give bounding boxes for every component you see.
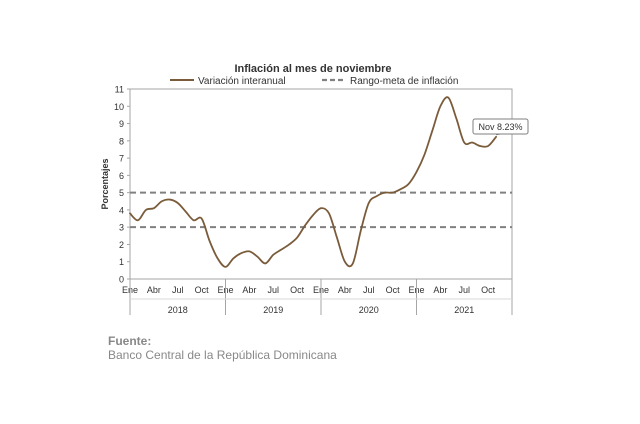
x-tick-label: Abr bbox=[147, 285, 161, 295]
data-point bbox=[265, 263, 266, 264]
data-point bbox=[336, 237, 337, 238]
data-point bbox=[472, 142, 473, 143]
data-point bbox=[424, 154, 425, 155]
y-tick-label: 6 bbox=[119, 171, 124, 181]
data-point bbox=[209, 240, 210, 241]
callout-box bbox=[472, 118, 529, 135]
data-point bbox=[281, 249, 282, 250]
y-tick-label: 2 bbox=[119, 240, 124, 250]
x-tick-label: Jul bbox=[458, 285, 470, 295]
y-tick-label: 7 bbox=[119, 154, 124, 164]
data-point bbox=[440, 106, 441, 107]
data-point bbox=[129, 213, 130, 214]
x-tick-label: Abr bbox=[242, 285, 256, 295]
data-point bbox=[495, 136, 496, 137]
y-tick-label: 8 bbox=[119, 136, 124, 146]
plot-area bbox=[129, 88, 513, 280]
data-point bbox=[464, 142, 465, 143]
data-point bbox=[177, 202, 178, 203]
data-point bbox=[169, 199, 170, 200]
data-point bbox=[249, 251, 250, 252]
data-point bbox=[392, 192, 393, 193]
data-point bbox=[408, 183, 409, 184]
y-tick-label: 10 bbox=[114, 102, 124, 112]
x-tick-label: Oct bbox=[481, 285, 496, 295]
data-point bbox=[400, 189, 401, 190]
data-point bbox=[137, 220, 138, 221]
y-tick-label: 11 bbox=[115, 85, 124, 95]
data-point bbox=[368, 202, 369, 203]
data-point bbox=[217, 258, 218, 259]
data-point bbox=[376, 195, 377, 196]
data-point bbox=[289, 244, 290, 245]
data-point bbox=[273, 254, 274, 255]
y-tick-label: 0 bbox=[119, 275, 124, 285]
chart-figure: Inflación al mes de noviembre Variación i… bbox=[100, 63, 529, 315]
data-point bbox=[432, 130, 433, 131]
data-point bbox=[161, 201, 162, 202]
data-point bbox=[344, 261, 345, 262]
data-point bbox=[328, 213, 329, 214]
y-tick-label: 4 bbox=[119, 205, 124, 215]
data-point bbox=[456, 118, 457, 119]
x-tick-label: Jul bbox=[267, 285, 279, 295]
data-point bbox=[416, 171, 417, 172]
x-year-label: 2021 bbox=[454, 305, 474, 315]
callout-label: Nov 8.23% bbox=[478, 122, 522, 132]
data-point bbox=[241, 252, 242, 253]
data-point bbox=[297, 237, 298, 238]
data-point bbox=[360, 230, 361, 231]
series-line-variacion bbox=[129, 96, 497, 268]
data-point bbox=[352, 263, 353, 264]
data-point bbox=[448, 97, 449, 98]
data-point bbox=[233, 258, 234, 259]
data-point bbox=[201, 218, 202, 219]
x-tick-label: Oct bbox=[195, 285, 210, 295]
data-point bbox=[225, 266, 226, 267]
x-tick-label: Oct bbox=[386, 285, 401, 295]
data-point bbox=[153, 208, 154, 209]
chart-title: Inflación al mes de noviembre bbox=[234, 63, 391, 75]
data-point bbox=[312, 214, 313, 215]
y-tick-label: 5 bbox=[119, 188, 124, 198]
x-tick-label: Oct bbox=[290, 285, 305, 295]
x-year-label: 2020 bbox=[359, 305, 379, 315]
source-text: Banco Central de la República Dominicana bbox=[108, 348, 337, 362]
x-tick-label: Jul bbox=[363, 285, 375, 295]
x-year-label: 2019 bbox=[263, 305, 283, 315]
data-point bbox=[185, 211, 186, 212]
data-point bbox=[488, 145, 489, 146]
data-point bbox=[480, 145, 481, 146]
x-year-label: 2018 bbox=[168, 305, 188, 315]
source-label: Fuente: bbox=[108, 334, 152, 348]
data-point bbox=[320, 208, 321, 209]
data-point bbox=[384, 192, 385, 193]
legend-label-rango: Rango-meta de inflación bbox=[350, 76, 458, 87]
y-tick-label: 3 bbox=[119, 223, 124, 233]
y-tick-label: 9 bbox=[119, 119, 124, 129]
legend-label-variacion: Variación interanual bbox=[198, 76, 286, 87]
x-tick-label: Abr bbox=[338, 285, 352, 295]
y-tick-label: 1 bbox=[119, 257, 124, 267]
x-tick-label: Abr bbox=[433, 285, 447, 295]
data-point bbox=[193, 220, 194, 221]
data-point bbox=[257, 256, 258, 257]
y-axis-label: Porcentajes bbox=[100, 158, 110, 209]
data-point bbox=[304, 225, 305, 226]
data-point bbox=[145, 209, 146, 210]
x-tick-label: Jul bbox=[172, 285, 184, 295]
